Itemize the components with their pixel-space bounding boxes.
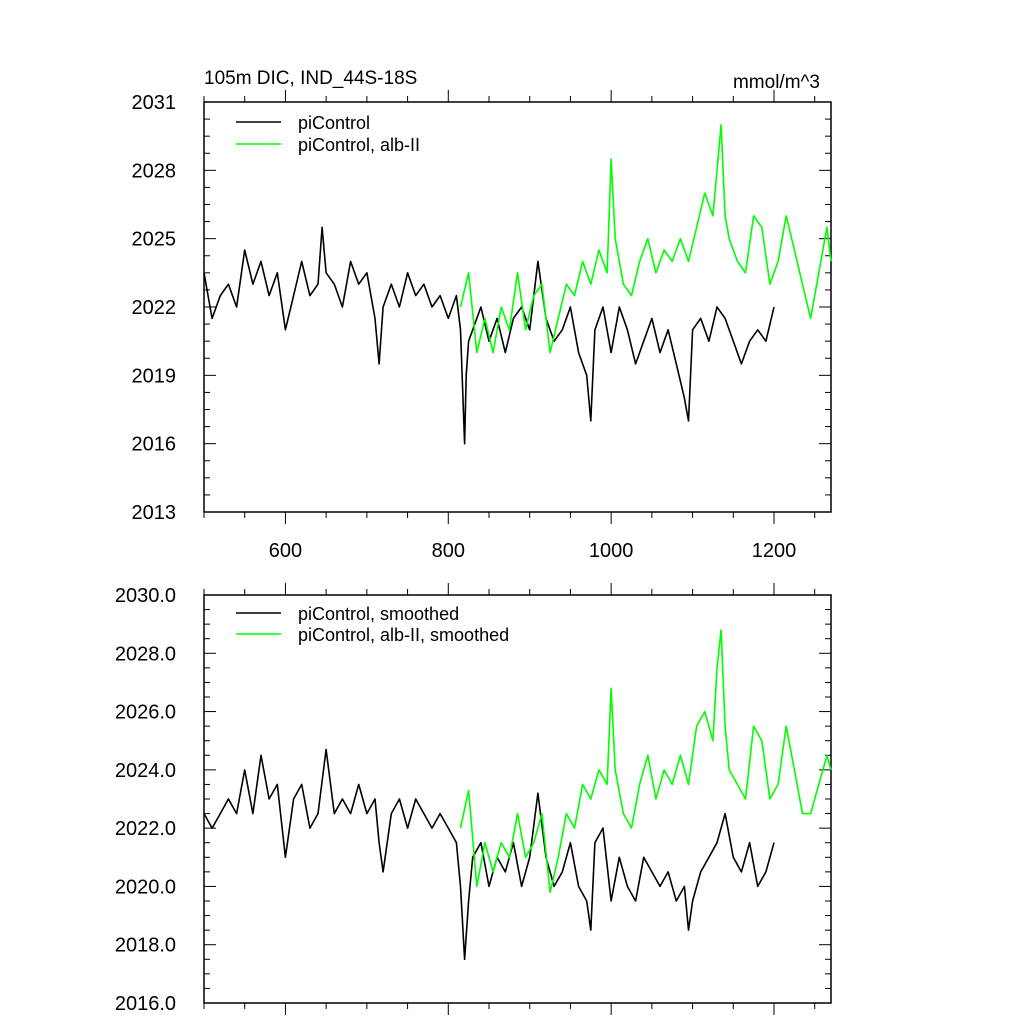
x-tick-label: 800 [432,540,465,562]
x-tick-label: 1200 [752,540,797,562]
legend: piControl, smoothed piControl, alb-II, s… [236,604,509,645]
legend: piControl piControl, alb-II [236,113,420,155]
y-tick-label: 2013 [132,502,177,524]
axis-ticks [203,583,831,1015]
y-tick-label: 2020.0 [115,876,176,898]
top-panel: 105m DIC, IND_44S-18S mmol/m^3 201320162… [132,68,832,562]
x-tick-label: 600 [269,540,302,562]
bottom-panel: 2016.0 2018.0 2020.0 2022.0 2024.0 2026.0 2028… [115,583,832,1015]
y-tick-labels: 2013 2016 2019 2022 2025 2028 2031 [132,92,177,524]
y-tick-label: 2025 [132,229,177,251]
series-line-picontrol [203,226,775,445]
axis-ticks [203,90,831,524]
y-tick-labels: 2016.0 2018.0 2020.0 2022.0 2024.0 2026.0 2028… [115,585,176,1015]
y-tick-label: 2018.0 [115,935,176,957]
y-tick-label: 2016.0 [115,993,176,1015]
series-line-picontrol-alb-ii [459,124,832,354]
legend-label-picontrol: piControl [298,113,370,133]
series-lines [203,629,832,961]
series-lines [203,124,832,445]
y-tick-label: 2022 [132,297,177,319]
series-line-picontrol-smoothed [203,748,775,961]
y-tick-label: 2028.0 [115,643,176,665]
plot-frame [203,594,832,1004]
y-tick-label: 2026.0 [115,702,176,724]
y-tick-label: 2016 [132,434,177,456]
units-label: mmol/m^3 [733,72,820,93]
plot-frame [203,101,832,513]
y-tick-label: 2030.0 [115,585,176,607]
y-tick-label: 2022.0 [115,818,176,840]
x-tick-labels: 600 800 1000 1200 [269,540,797,562]
legend-label-alb-ii: piControl, alb-II [298,135,420,155]
y-tick-label: 2024.0 [115,760,176,782]
y-tick-label: 2028 [132,160,177,182]
legend-label-alb-ii-smoothed: piControl, alb-II, smoothed [298,625,509,645]
series-line-picontrol-alb-ii-smoothed [459,629,832,894]
chart-title: 105m DIC, IND_44S-18S [204,68,417,89]
y-tick-label: 2019 [132,365,177,387]
x-tick-label: 1000 [589,540,634,562]
legend-label-picontrol-smoothed: piControl, smoothed [298,604,459,624]
y-tick-label: 2031 [132,92,177,114]
